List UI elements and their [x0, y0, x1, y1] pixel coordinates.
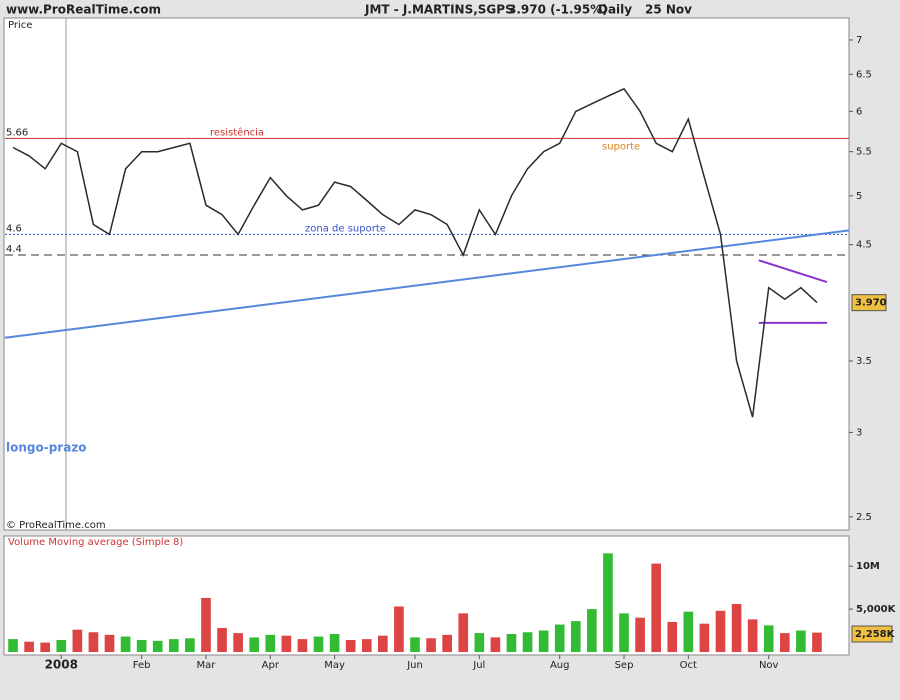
- x-tick-label: Aug: [550, 660, 570, 671]
- volume-bar: [603, 553, 613, 652]
- y-tick-label: 7: [856, 35, 862, 46]
- volume-bar: [570, 621, 581, 652]
- volume-bar: [651, 563, 661, 652]
- volume-bar: [345, 639, 356, 652]
- volume-bar: [104, 634, 115, 652]
- level-text: resistência: [210, 126, 264, 138]
- volume-bar: [763, 625, 774, 652]
- volume-bar: [297, 639, 308, 652]
- volume-bar: [538, 630, 549, 652]
- level-label: 4.4: [6, 244, 22, 255]
- trend-label: longo-prazo: [6, 441, 87, 455]
- volume-title: Volume Moving average (Simple 8): [8, 537, 183, 548]
- volume-bar: [667, 621, 678, 652]
- volume-bar: [40, 642, 51, 652]
- volume-bar: [233, 633, 243, 652]
- last-volume-box: [851, 625, 893, 643]
- volume-bar: [8, 639, 18, 652]
- volume-bar: [378, 635, 388, 652]
- volume-bar: [185, 638, 195, 652]
- site: www.ProRealTime.com: [6, 3, 161, 17]
- credit: © ProRealTime.com: [6, 520, 106, 531]
- volume-bar: [24, 641, 34, 652]
- trendline: [4, 229, 850, 339]
- volume-bar: [426, 638, 436, 652]
- level-label: 4.6: [6, 223, 22, 234]
- level-label: 5.66: [6, 127, 28, 138]
- x-tick-label: 2008: [45, 658, 78, 672]
- y-tick-label: 6: [856, 106, 862, 117]
- x-tick-label: May: [324, 660, 345, 671]
- volume-bar: [152, 640, 163, 652]
- volume-bar: [715, 610, 726, 652]
- y-tick-label: 5: [856, 191, 862, 202]
- level-text: suporte: [602, 141, 640, 152]
- volume-bar: [635, 617, 645, 652]
- level-text: zona de suporte: [305, 223, 386, 234]
- y-tick-label: 4.5: [856, 240, 872, 251]
- volume-bar: [394, 606, 404, 652]
- y-tick-label: 2.5: [856, 512, 872, 523]
- volume-bar: [458, 613, 469, 652]
- volume-bar: [136, 639, 147, 652]
- volume-bar: [506, 633, 517, 652]
- price-title: Price: [8, 20, 32, 31]
- volume-bar: [249, 637, 260, 652]
- volume-bar: [699, 623, 710, 652]
- volume-bar: [120, 636, 131, 652]
- price-line: [12, 87, 818, 418]
- volume-bar: [779, 633, 790, 652]
- volume-bar: [474, 633, 485, 652]
- volume-bar: [361, 639, 372, 652]
- x-tick-label: Oct: [680, 660, 697, 671]
- y-tick-label: 5.5: [856, 147, 872, 158]
- volume-bar: [217, 627, 227, 652]
- volume-bar: [169, 639, 179, 652]
- volume-bar: [410, 637, 420, 652]
- volume-bar: [72, 629, 83, 652]
- y-tick-label: 5,000K: [856, 604, 897, 615]
- instrument: JMT - J.MARTINS,SGPS: [364, 3, 514, 17]
- volume-bar: [731, 603, 742, 652]
- x-tick-label: Mar: [197, 660, 217, 671]
- x-tick-label: Jun: [406, 660, 423, 671]
- volume-bar: [56, 639, 67, 652]
- volume-bar: [747, 619, 758, 652]
- y-tick-label: 3: [856, 427, 862, 438]
- volume-bar: [88, 632, 99, 652]
- date: 25 Nov: [645, 3, 692, 17]
- volume-bar: [281, 635, 292, 652]
- triangle-upper: [758, 259, 828, 284]
- last-volume: 2,258K: [855, 629, 896, 640]
- x-tick-label: Sep: [615, 660, 634, 671]
- period: Daily: [598, 3, 632, 17]
- volume-bar: [442, 634, 452, 652]
- y-tick-label: 10M: [856, 561, 880, 572]
- volume-bar: [619, 613, 629, 652]
- last-price-box: [851, 294, 887, 312]
- volume-bar: [522, 632, 533, 652]
- volume-bar: [329, 633, 340, 652]
- x-tick-label: Nov: [759, 660, 779, 671]
- y-tick-label: 6.5: [856, 69, 872, 80]
- price-panel: [3, 17, 850, 531]
- x-tick-label: Jul: [472, 660, 485, 671]
- volume-bar: [796, 630, 806, 652]
- volume-bar: [265, 634, 276, 652]
- volume-bar: [812, 632, 822, 652]
- x-tick-label: Apr: [262, 660, 280, 671]
- volume-bar: [490, 637, 501, 652]
- last-price: 3.970: [855, 298, 887, 309]
- quote: 3.970 (-1.95%): [508, 3, 608, 17]
- volume-bar: [313, 636, 324, 652]
- volume-bar: [683, 611, 694, 652]
- x-tick-label: Feb: [133, 660, 151, 671]
- volume-bar: [554, 624, 565, 652]
- volume-bar: [587, 609, 597, 652]
- volume-bar: [201, 597, 211, 652]
- y-tick-label: 3.5: [856, 356, 872, 367]
